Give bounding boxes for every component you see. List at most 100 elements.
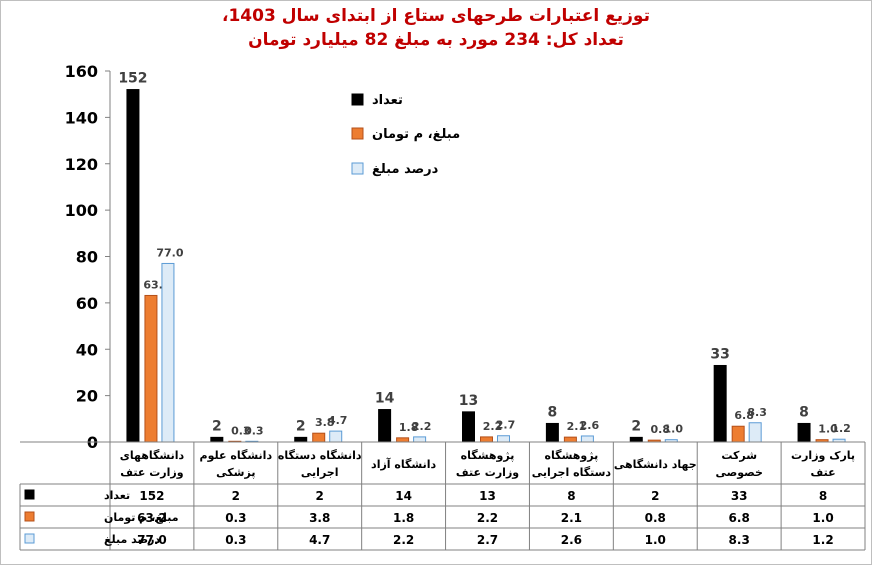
table-cell-value: 8.3 [729, 533, 750, 547]
data-label-series-1: 8 [799, 404, 809, 420]
table-cell-value: 2.7 [477, 533, 498, 547]
table-cell-value: 0.3 [225, 511, 246, 525]
bar-series-1 [713, 364, 727, 443]
table-cell-value: 14 [395, 489, 412, 503]
table-cell-value: 8 [819, 489, 827, 503]
bar-series-2 [396, 437, 410, 443]
bar-series-1 [797, 422, 811, 443]
data-label-series-2: 0.3 [231, 424, 251, 437]
table-legend-key [24, 489, 35, 500]
table-cell-value: 1.0 [645, 533, 666, 547]
table-cell-value: 2.2 [393, 533, 414, 547]
y-tick-label: 160 [65, 62, 98, 81]
bar-series-3 [329, 430, 343, 443]
table-cell-value: 13 [479, 489, 496, 503]
data-label-series-1: 152 [118, 71, 147, 87]
bar-series-1 [462, 411, 475, 443]
y-tick-label: 20 [76, 387, 98, 406]
category-label: دانشگاه آزاد [371, 457, 436, 471]
legend-key-series-1 [351, 93, 364, 106]
bar-series-1 [126, 89, 140, 443]
table-cell-value: 2 [316, 489, 324, 503]
table-series-name: تعداد [104, 489, 130, 502]
data-label-series-1: 14 [375, 391, 395, 407]
table-cell-value: 2 [651, 489, 659, 503]
legend-label-series-1: تعداد [372, 93, 403, 108]
table-legend-key [24, 511, 35, 522]
table-cell-value: 8 [567, 489, 575, 503]
y-tick-label: 60 [76, 294, 98, 313]
bar-series-3 [748, 422, 762, 443]
table-cell-value: 3.8 [309, 511, 330, 525]
table-cell-value: 63.2 [137, 511, 167, 525]
y-tick-label: 140 [65, 108, 98, 127]
category-label: پژوهشگاه [461, 449, 515, 462]
bar-series-3 [497, 435, 510, 443]
bar-series-3 [161, 262, 175, 443]
table-cell-value: 152 [139, 489, 164, 503]
bar-series-2 [731, 425, 745, 443]
category-label: پژوهشگاه [545, 449, 599, 462]
category-label-line2: وزارت عتف [456, 466, 519, 479]
bar-series-2 [312, 432, 326, 443]
table-cell-value: 2 [232, 489, 240, 503]
bar-series-1 [294, 436, 308, 443]
data-label-series-2: 2.2 [483, 420, 503, 433]
bar-series-1 [545, 422, 559, 443]
bar-series-1 [378, 409, 392, 443]
table-cell-value: 2.6 [561, 533, 582, 547]
category-label-line2: پزشکی [216, 466, 255, 479]
y-tick-label: 120 [65, 155, 98, 174]
table-cell-value: 1.0 [812, 511, 833, 525]
bar-series-2 [144, 294, 158, 443]
category-label-line2: خصوصی [715, 466, 762, 479]
table-cell-value: 2.2 [477, 511, 498, 525]
table-cell-value: 33 [731, 489, 748, 503]
category-label: پارک وزارت [791, 449, 855, 462]
data-label-series-1: 13 [459, 393, 478, 409]
data-label-series-1: 33 [710, 346, 729, 362]
table-series-name: مبلغ، م تومان [104, 511, 179, 524]
legend-key-series-2 [351, 127, 364, 140]
y-tick-label: 80 [76, 248, 98, 267]
table-cell-value: 1.2 [812, 533, 833, 547]
category-label-line2: دستگاه اجرایی [532, 466, 612, 479]
data-label-series-3: 2.7 [496, 419, 516, 432]
chart-title-line-2: تعداد کل: 234 مورد به مبلغ 82 میلیارد تو… [248, 30, 624, 50]
legend-key-series-3 [351, 162, 364, 175]
data-label-series-3: 0.3 [244, 424, 264, 437]
table-cell-value: 4.7 [309, 533, 330, 547]
table-cell-value: 0.3 [225, 533, 246, 547]
legend-label-series-2: مبلغ، م تومان [372, 127, 460, 142]
chart-title-line-1: توزیع اعتبارات طرحهای ستاع از ابتدای سال… [222, 6, 650, 26]
category-label: دانشگاه دستگاه [278, 449, 362, 462]
data-label-series-2: 0.8 [651, 423, 671, 436]
category-label: جهاد دانشگاهی [614, 458, 697, 471]
data-label-series-3: 1.0 [664, 423, 684, 436]
table-cell-value: 6.8 [729, 511, 750, 525]
data-label-series-1: 8 [548, 404, 558, 420]
bar-series-1 [629, 436, 643, 443]
data-label-series-3: 77.0 [156, 246, 183, 259]
category-label: دانشگاههای [120, 449, 185, 462]
data-label-series-1: 2 [212, 418, 222, 434]
data-label-series-3: 8.3 [747, 406, 767, 419]
data-label-series-2: 1.8 [399, 421, 419, 434]
bar-series-2 [563, 436, 577, 443]
data-label-series-3: 1.2 [831, 422, 851, 435]
data-label-series-2: 2.1 [567, 420, 587, 433]
bar-series-2 [480, 436, 493, 443]
bar-series-3 [580, 435, 594, 443]
data-label-series-3: 4.7 [328, 414, 348, 427]
y-tick-label: 40 [76, 340, 98, 359]
table-series-name: درصد مبلغ [104, 533, 160, 546]
table-cell-value: 77.0 [137, 533, 167, 547]
data-label-series-2: 1.0 [818, 423, 838, 436]
data-label-series-2: 3.8 [315, 416, 335, 429]
table-legend-key [24, 533, 35, 544]
bar-series-3 [413, 436, 427, 443]
table-cell-value: 1.8 [393, 511, 414, 525]
data-label-series-3: 2.6 [580, 419, 600, 432]
y-tick-label: 100 [65, 201, 98, 220]
